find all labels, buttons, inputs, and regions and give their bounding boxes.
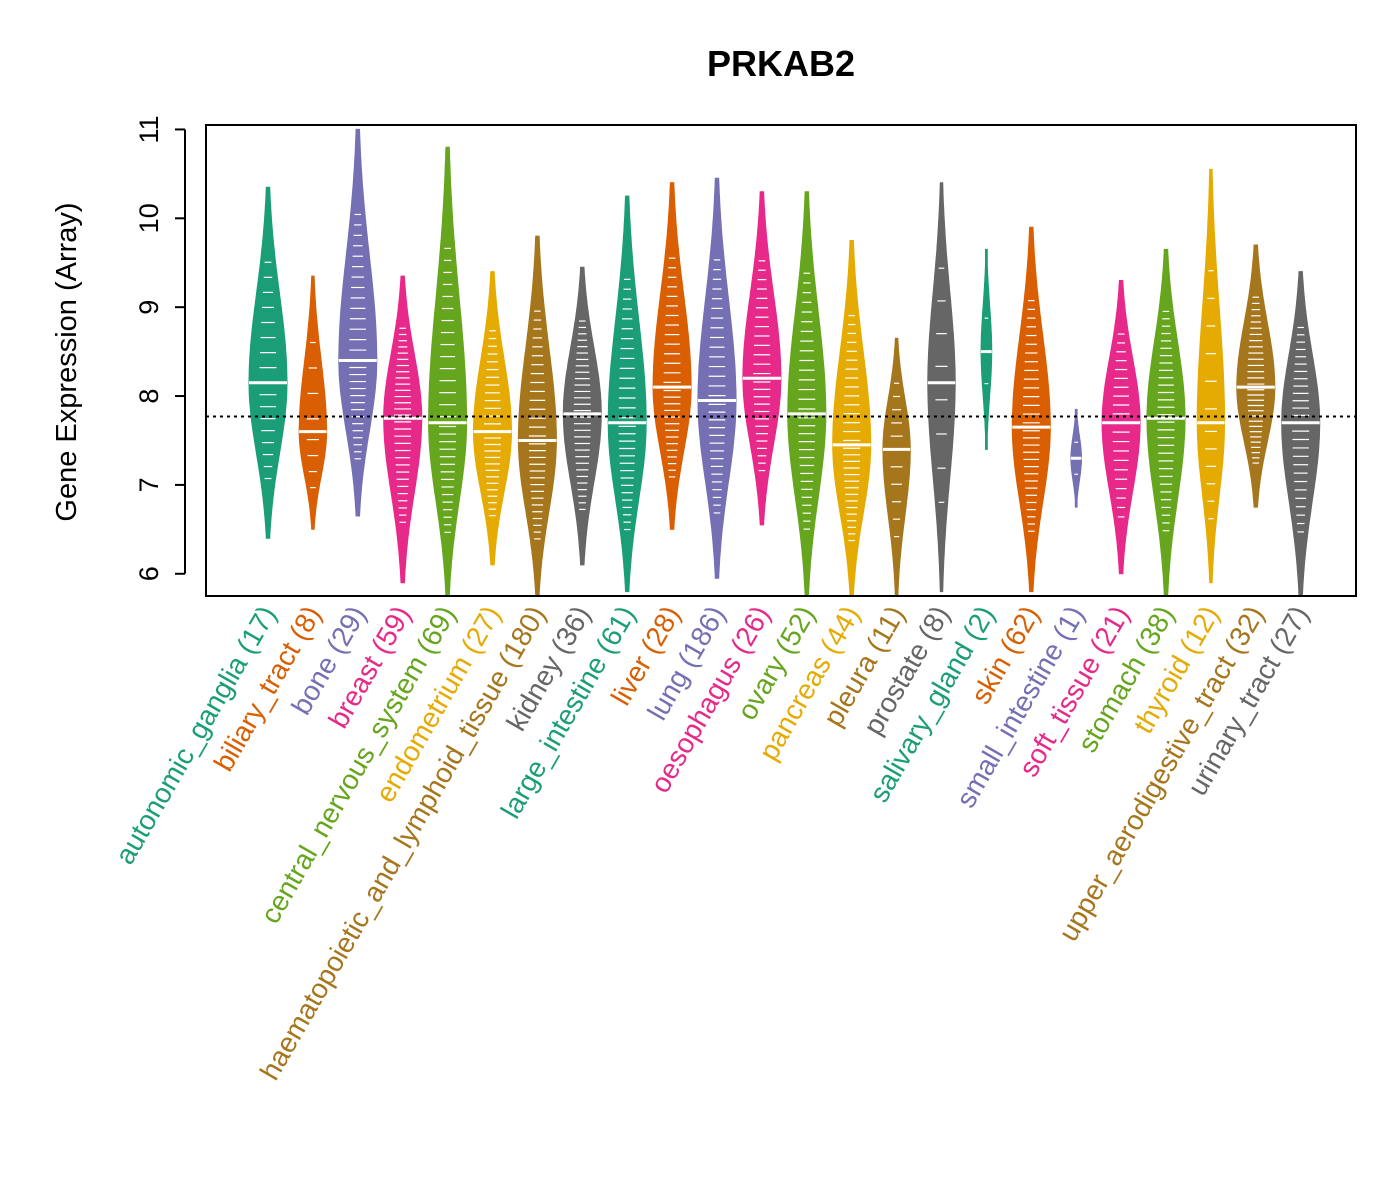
y-axis: 6 7 8 9 10 11 — [134, 115, 186, 581]
y-axis-label: Gene Expression (Array) — [51, 202, 83, 521]
chart-title: PRKAB2 — [707, 43, 855, 84]
plot-area — [206, 128, 1356, 596]
y-tick-label: 7 — [134, 477, 164, 492]
y-tick-label: 9 — [134, 300, 164, 315]
y-tick-label: 11 — [134, 115, 164, 143]
y-tick-label: 8 — [134, 389, 164, 404]
y-tick-label: 10 — [134, 203, 164, 233]
plot-frame — [205, 124, 1357, 597]
y-tick-label: 6 — [134, 566, 164, 581]
x-axis-labels: autonomic_ganglia (17)biliary_tract (8)b… — [109, 601, 1315, 1086]
